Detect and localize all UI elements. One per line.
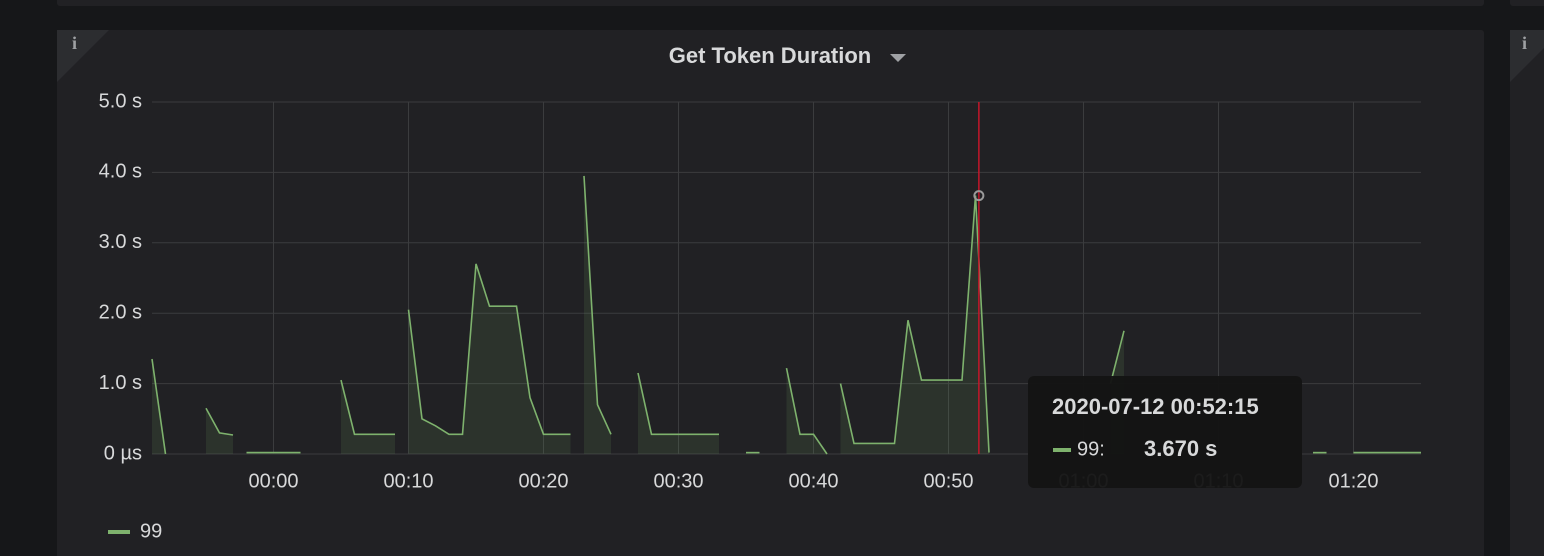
line xyxy=(151,358,167,455)
x-tick-label: 00:00 xyxy=(248,470,298,492)
tooltip-box xyxy=(1028,376,1302,488)
info-corner[interactable] xyxy=(57,30,109,82)
line xyxy=(583,175,612,435)
area xyxy=(206,408,233,454)
x-tick-label: 00:20 xyxy=(518,470,568,492)
line xyxy=(839,195,990,453)
area xyxy=(638,373,719,454)
x-tick-label: 00:30 xyxy=(653,470,703,492)
y-tick-label: 2.0 s xyxy=(99,301,142,323)
info-icon-right[interactable]: i xyxy=(1522,33,1527,53)
legend-label[interactable]: 99 xyxy=(140,520,162,542)
line xyxy=(637,372,719,436)
panel-above xyxy=(57,0,1484,6)
line xyxy=(340,379,395,436)
area xyxy=(408,263,571,454)
tooltip-layer: 2020-07-12 00:52:15 99: 3.670 s xyxy=(973,102,1302,488)
panel-right xyxy=(1510,30,1544,556)
y-tick-label: 3.0 s xyxy=(99,231,142,253)
y-tick-label: 5.0 s xyxy=(99,90,142,112)
x-tick-label: 00:10 xyxy=(383,470,433,492)
line xyxy=(205,407,234,436)
title-dropdown[interactable] xyxy=(890,54,906,62)
x-tick-label: 00:40 xyxy=(788,470,838,492)
area xyxy=(341,380,395,454)
info-icon[interactable]: i xyxy=(72,33,77,53)
x-tick-label: 00:50 xyxy=(923,470,973,492)
tooltip-value: 3.670 s xyxy=(1144,436,1217,461)
line xyxy=(785,367,828,455)
tooltip-series: 99: xyxy=(1077,438,1105,460)
area xyxy=(840,195,989,454)
x-tick-label: 01:20 xyxy=(1328,470,1378,492)
line xyxy=(407,263,571,436)
area xyxy=(584,175,611,454)
info-corner-right[interactable] xyxy=(1510,30,1544,82)
area xyxy=(786,368,827,454)
line xyxy=(1109,330,1125,384)
tooltip-time: 2020-07-12 00:52:15 xyxy=(1052,394,1259,419)
hover-point xyxy=(973,190,985,202)
y-tick-label: 4.0 s xyxy=(99,161,142,183)
y-tick-label: 0 µs xyxy=(104,442,142,464)
panel-above-right xyxy=(1510,0,1544,6)
y-tick-label: 1.0 s xyxy=(99,372,142,394)
panel-title[interactable]: Get Token Duration xyxy=(669,43,872,68)
